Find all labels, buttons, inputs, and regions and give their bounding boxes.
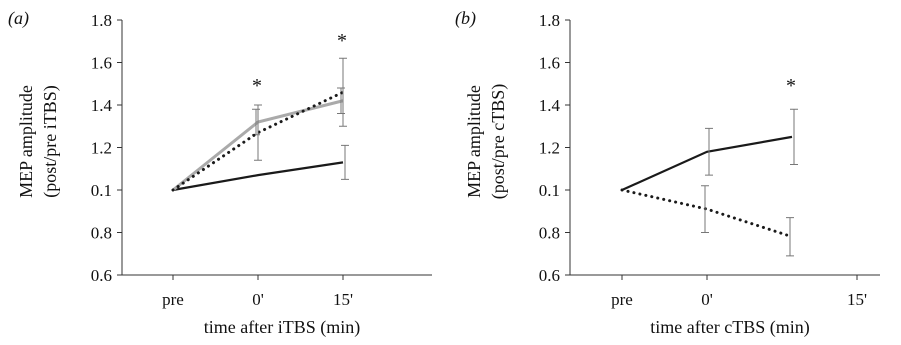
x-tick-label: 15' xyxy=(847,290,867,309)
x-tick-label: 0' xyxy=(252,290,264,309)
y-tick-label: 1.6 xyxy=(539,54,560,73)
y-tick-label: 1.2 xyxy=(539,139,560,158)
series-line xyxy=(620,188,794,239)
y-axis-subtitle: (post/pre iTBS) xyxy=(40,85,61,198)
panel-label: (a) xyxy=(8,8,29,29)
significance-star: * xyxy=(786,75,796,97)
y-tick-label: 1.8 xyxy=(539,11,560,30)
y-tick-label: 0.8 xyxy=(91,224,112,243)
y-tick-label: 0.1 xyxy=(539,181,560,200)
y-tick-label: 0.8 xyxy=(539,224,560,243)
x-axis-title: time after iTBS (min) xyxy=(204,317,360,338)
y-axis-title: MEP amplitude xyxy=(464,85,484,198)
y-tick-label: 0.1 xyxy=(91,181,112,200)
y-axis-title: MEP amplitude xyxy=(16,85,36,198)
significance-star: * xyxy=(337,30,347,52)
panel-a: (a) 0.6 0.8 0.1 1.2 1.4 1.6 1.8 pre 0' 15' time aft… xyxy=(8,8,432,338)
y-tick-label: 1.4 xyxy=(539,96,561,115)
x-tick-label: 15' xyxy=(333,290,353,309)
y-tick-label: 1.4 xyxy=(91,96,113,115)
y-tick-label: 1.8 xyxy=(91,11,112,30)
x-tick-label: 0' xyxy=(701,290,713,309)
panel-b: (b) 0.6 0.8 0.1 1.2 1.4 1.6 1.8 pre 0' 15' time aft… xyxy=(455,8,880,338)
y-tick-label: 0.6 xyxy=(539,266,560,285)
series-line xyxy=(621,135,793,192)
x-axis-title: time after cTBS (min) xyxy=(650,317,809,338)
y-tick-label: 1.2 xyxy=(91,139,112,158)
significance-star: * xyxy=(252,75,262,97)
y-axis-subtitle: (post/pre cTBS) xyxy=(488,84,509,199)
x-tick-label: pre xyxy=(162,290,184,309)
y-tick-label: 1.6 xyxy=(91,54,112,73)
panel-label: (b) xyxy=(455,8,476,29)
series-line xyxy=(172,161,344,192)
y-tick-label: 0.6 xyxy=(91,266,112,285)
x-tick-label: pre xyxy=(611,290,633,309)
